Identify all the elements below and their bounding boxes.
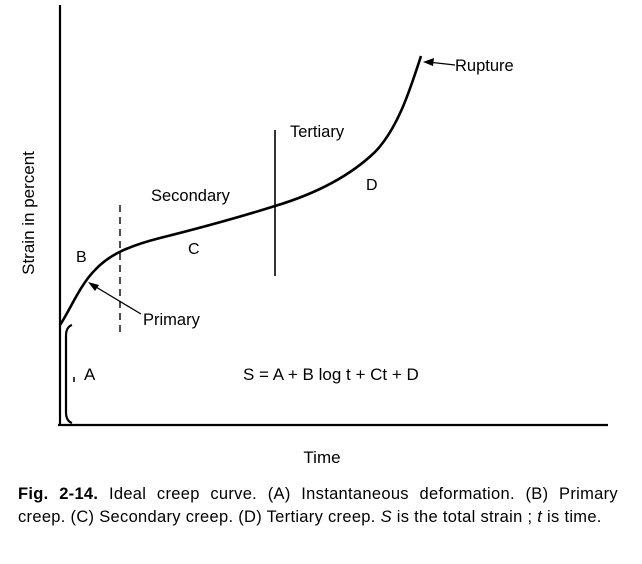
primary-arrow-line bbox=[90, 283, 142, 315]
creep-curve-diagram: Strain in percent Time A B C D Secondary… bbox=[19, 5, 608, 467]
label-secondary: Secondary bbox=[151, 187, 231, 205]
caption-figure-number: Fig. 2-14. bbox=[18, 485, 99, 503]
caption-text-1: Ideal creep curve. (A) Instantaneous def… bbox=[18, 485, 618, 526]
creep-curve bbox=[58, 55, 423, 326]
rupture-arrow-head bbox=[423, 58, 434, 66]
caption-text-3: is time. bbox=[542, 507, 602, 526]
label-a: A bbox=[84, 365, 96, 384]
label-b: B bbox=[76, 249, 87, 266]
y-axis-label: Strain in percent bbox=[19, 151, 38, 275]
instantaneous-bracket bbox=[64, 323, 73, 425]
label-tertiary: Tertiary bbox=[290, 123, 345, 141]
primary-arrow-head bbox=[88, 282, 99, 291]
figure-caption: Fig. 2-14. Ideal creep curve. (A) Instan… bbox=[18, 483, 618, 528]
label-d: D bbox=[366, 177, 378, 194]
caption-text-2: is the total strain ; bbox=[391, 507, 538, 526]
caption-t-variable: t bbox=[537, 507, 543, 526]
label-rupture: Rupture bbox=[455, 57, 514, 75]
label-primary: Primary bbox=[143, 311, 201, 329]
creep-equation: S = A + B log t + Ct + D bbox=[243, 365, 419, 384]
label-c: C bbox=[188, 241, 200, 258]
x-axis-label: Time bbox=[303, 448, 340, 467]
caption-s-variable: S bbox=[380, 507, 392, 526]
